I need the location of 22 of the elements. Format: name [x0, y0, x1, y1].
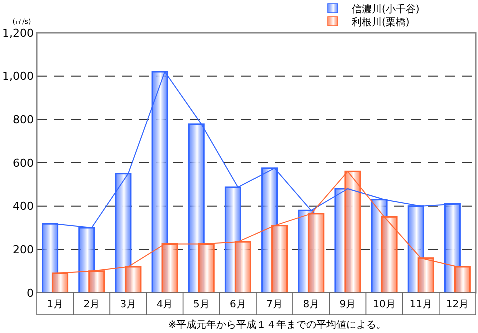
text: ※平成元年から平成１４年までの平均値による。 — [168, 319, 387, 331]
x-tick-label: 10月 — [373, 300, 396, 310]
y-tick-label: 1,000 — [2, 70, 34, 84]
y-tick-label: 0 — [27, 286, 34, 300]
y-tick-label: 1,200 — [2, 26, 34, 40]
x-tick-label: 9月 — [340, 300, 356, 310]
y-tick-label: 400 — [13, 200, 34, 214]
x-tick-label: 5月 — [193, 300, 210, 310]
legend-label: 利根川(栗橋) — [352, 16, 410, 28]
x-tick-label: 12月 — [446, 300, 470, 310]
x-tick-label: 6月 — [230, 300, 246, 310]
x-tick-label: 4月 — [156, 300, 174, 310]
x-tick-label: 8月 — [303, 300, 320, 310]
x-tick-label: 11月 — [410, 300, 432, 310]
x-tick-label: 3月 — [120, 300, 137, 310]
x-tick-label: 1月 — [47, 300, 64, 310]
y-tick-label: 600 — [13, 156, 34, 170]
x-tick-label: 2月 — [84, 300, 100, 310]
legend-label: 信濃川(小千谷) — [352, 4, 420, 16]
y-tick-label: 800 — [13, 114, 34, 127]
x-tick-label: 7月 — [266, 300, 283, 310]
y-tick-label: 200 — [13, 244, 34, 257]
